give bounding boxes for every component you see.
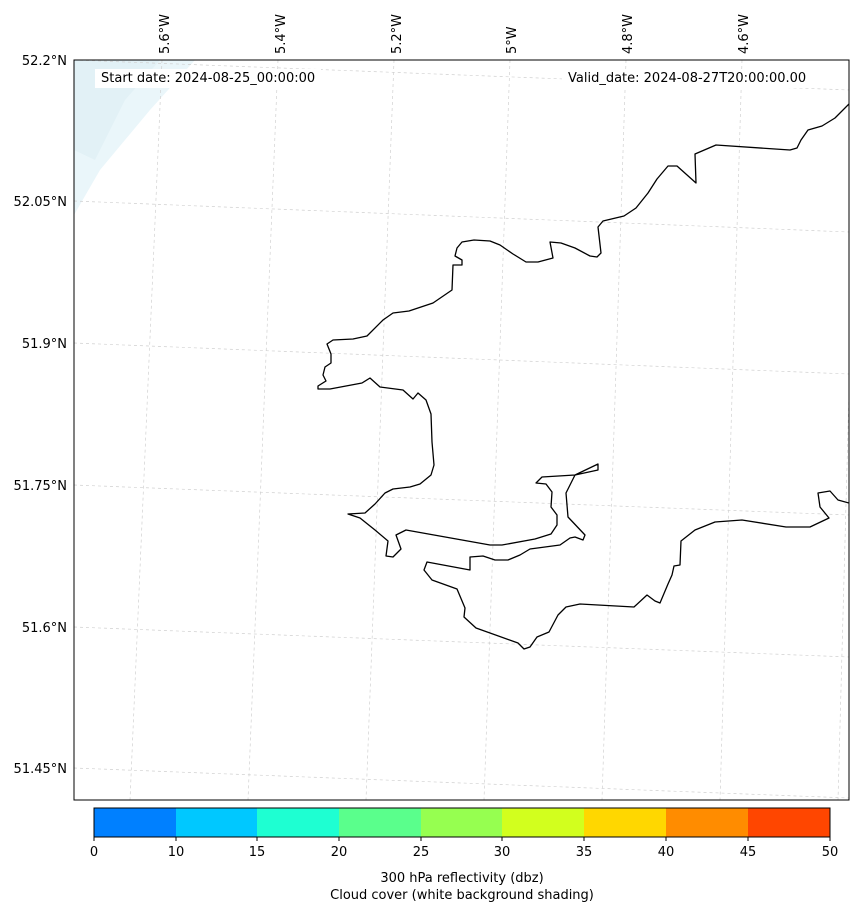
lat-gridline-51.45 [74, 767, 849, 799]
colorbar-tick-10: 10 [168, 845, 185, 860]
lat-gridline-51.75 [74, 484, 849, 516]
lat-label-51.6: 51.6°N [22, 621, 67, 636]
lon-label-4.8: 4.8°W [621, 14, 636, 54]
colorbar-tick-50: 50 [822, 845, 839, 860]
colorbar-frame [93, 807, 831, 838]
colorbar-segment-1 [176, 808, 258, 837]
valid-date-annotation: Valid_date: 2024-08-27T20:00:00.00 [562, 69, 813, 88]
lat-label-52.2: 52.2°N [22, 54, 67, 69]
lat-gridline-52.05 [74, 200, 849, 233]
colorbar-tick-0: 0 [90, 845, 98, 860]
colorbar-sublabel: Cloud cover (white background shading) [330, 888, 594, 903]
lon-gridline-5.4 [247, 60, 279, 800]
lon-label-5.6: 5.6°W [158, 14, 173, 54]
colorbar-segment-4 [421, 808, 503, 837]
colorbar-tick-45: 45 [740, 845, 757, 860]
colorbar: 0 10 15 20 25 30 35 40 45 50 [90, 807, 839, 860]
lon-gridline-4.8 [601, 60, 627, 800]
lon-gridline-4.6 [719, 60, 743, 800]
lon-gridline-5.6 [129, 60, 163, 800]
colorbar-segment-7 [666, 808, 748, 837]
colorbar-segment-3 [339, 808, 421, 837]
lat-gridline-51.9 [74, 342, 849, 375]
colorbar-segment-2 [257, 808, 339, 837]
lon-gridline-5 [483, 60, 511, 800]
colorbar-tick-35: 35 [576, 845, 593, 860]
lon-gridline-5.2 [365, 60, 395, 800]
colorbar-segment-8 [748, 808, 830, 837]
colorbar-segment-5 [502, 808, 584, 837]
map-frame [73, 59, 850, 801]
lat-label-51.75: 51.75°N [14, 479, 67, 494]
colorbar-label: 300 hPa reflectivity (dbz) [380, 871, 544, 886]
colorbar-segment-0 [94, 808, 176, 837]
map-area [74, 60, 849, 800]
lon-label-5.2: 5.2°W [390, 14, 405, 54]
coastline [317, 103, 849, 650]
lon-label-5.4: 5.4°W [274, 14, 289, 54]
lon-gridline-4.4 [837, 380, 849, 800]
lon-label-4.6: 4.6°W [737, 14, 752, 54]
colorbar-tick-40: 40 [658, 845, 675, 860]
lat-label-52.05: 52.05°N [14, 195, 67, 210]
lon-label-5: 5°W [505, 26, 520, 54]
colorbar-tick-25: 25 [413, 845, 430, 860]
colorbar-tick-30: 30 [494, 845, 511, 860]
start-date-annotation: Start date: 2024-08-25_00:00:00 [95, 69, 322, 88]
lat-label-51.9: 51.9°N [22, 337, 67, 352]
colorbar-tick-15: 15 [249, 845, 266, 860]
lat-gridline-51.6 [74, 626, 849, 658]
colorbar-segment-6 [584, 808, 666, 837]
lat-label-51.45: 51.45°N [14, 762, 67, 777]
colorbar-tick-20: 20 [331, 845, 348, 860]
